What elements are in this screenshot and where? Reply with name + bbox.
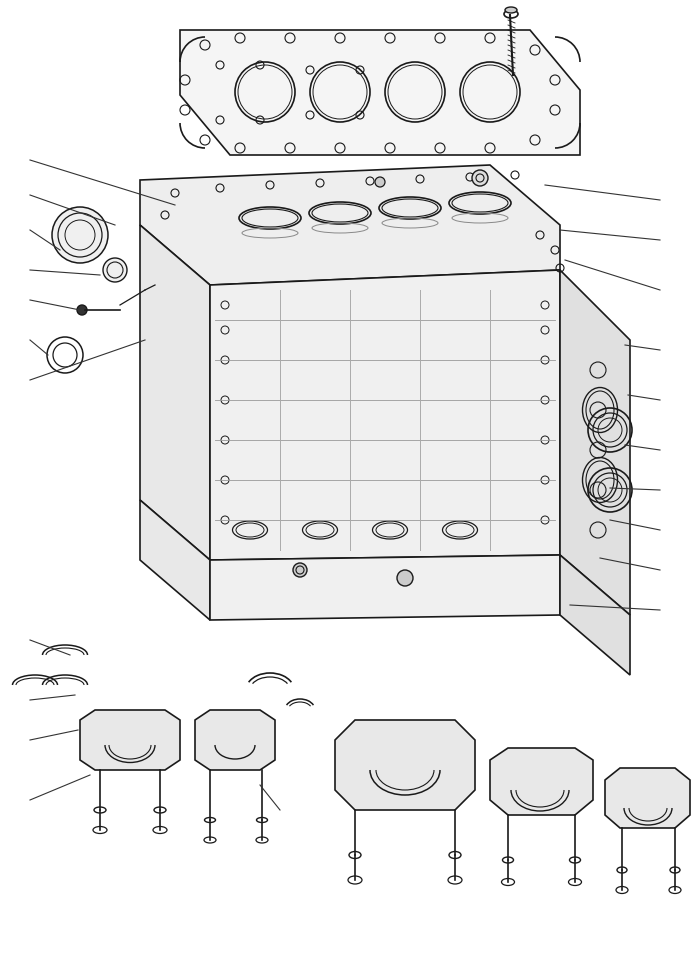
Polygon shape [605,768,690,828]
Circle shape [103,258,127,282]
Circle shape [397,570,413,586]
Polygon shape [195,710,275,770]
Circle shape [52,207,108,263]
Polygon shape [335,720,475,810]
Polygon shape [80,710,180,770]
Polygon shape [140,225,210,560]
Polygon shape [560,270,630,615]
Polygon shape [560,555,630,675]
Polygon shape [140,165,560,285]
Circle shape [375,177,385,187]
Ellipse shape [505,7,517,13]
Polygon shape [140,500,210,620]
Polygon shape [210,270,560,560]
Circle shape [293,563,307,577]
Polygon shape [180,30,580,155]
Circle shape [472,170,488,186]
Polygon shape [210,555,560,620]
Polygon shape [490,748,593,815]
Circle shape [77,305,87,315]
